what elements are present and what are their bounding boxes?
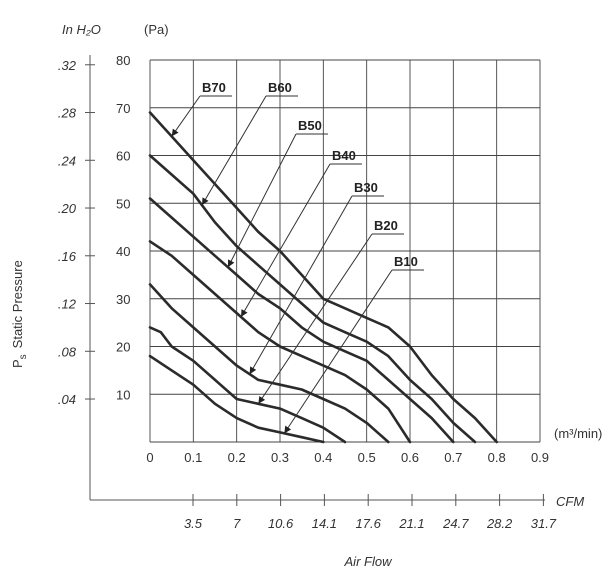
y-tick-label: 50 (116, 196, 130, 211)
alt-y-tick-label: .28 (58, 106, 77, 121)
label-leader-line (249, 195, 353, 375)
y-tick-label: 40 (116, 244, 130, 259)
label-leader-line (283, 269, 393, 434)
y-axis-title-text: Static Pressure (10, 260, 25, 348)
alt-x-tick-label: 7 (233, 516, 241, 531)
alt-x-tick-label: 21.1 (398, 516, 424, 531)
alt-x-tick-label: 3.5 (184, 516, 203, 531)
alt-y-tick-label: .08 (58, 344, 77, 359)
x-tick-label: 0.6 (401, 450, 419, 465)
x-tick-label: 0.5 (358, 450, 376, 465)
x-tick-label: 0.1 (184, 450, 202, 465)
label-leader-line (240, 163, 331, 318)
series-line-b20 (148, 326, 347, 444)
series-label-b40: B40 (332, 148, 356, 163)
label-arrowhead (241, 309, 248, 317)
alt-y-tick-label: .04 (58, 392, 76, 407)
x-tick-label: 0.9 (531, 450, 549, 465)
x-tick-label: 0 (146, 450, 153, 465)
series-line-b60 (148, 154, 477, 444)
x-axis-title: Air Flow (344, 554, 394, 569)
alt-y-tick-label: .16 (58, 249, 77, 264)
label-arrowhead (258, 396, 266, 404)
y-axis-title-symbol: P (10, 359, 25, 368)
series-line-b40 (148, 240, 412, 444)
alt-y-axis-label: In H₂O (62, 22, 101, 37)
y-tick-label: 20 (116, 340, 130, 355)
x-tick-label: 0.8 (488, 450, 506, 465)
alt-y-tick-label: .24 (58, 153, 76, 168)
y-axis-title: Ps Static Pressure (10, 260, 29, 368)
label-arrowhead (202, 197, 209, 206)
alt-x-tick-label: 24.7 (442, 516, 469, 531)
alt-x-ticks: 3.5 7 10.6 14.1 17.6 21.1 24.7 28.2 31.7 (184, 494, 557, 531)
y-tick-label: 60 (116, 149, 130, 164)
y-axis-units-label: (Pa) (144, 22, 169, 37)
alt-y-tick-label: .12 (58, 297, 77, 312)
alt-x-axis-label: CFM (556, 494, 584, 509)
label-leader-line (227, 133, 297, 268)
series-line-b70 (148, 111, 498, 444)
alt-y-ticks: .04 .08 .12 .16 .20 .24 .28 .32 (58, 58, 95, 407)
series-labels: B70 B60 B50 B40 B30 B20 B10 (171, 80, 424, 434)
x-ticks: 0 0.1 0.2 0.3 0.4 0.5 0.6 0.7 0.8 0.9 (146, 450, 549, 465)
y-ticks: 10 20 30 40 50 60 70 80 (116, 53, 130, 402)
y-tick-label: 80 (116, 53, 130, 68)
label-arrowhead (284, 425, 292, 434)
x-tick-label: 0.2 (228, 450, 246, 465)
x-axis-units-label: (m³/min) (554, 426, 602, 441)
alt-y-tick-label: .20 (58, 201, 77, 216)
alt-x-tick-label: 17.6 (356, 516, 382, 531)
alt-y-tick-label: .32 (58, 58, 77, 73)
alt-x-tick-label: 10.6 (268, 516, 294, 531)
label-leader-line (257, 233, 373, 405)
x-tick-label: 0.7 (444, 450, 462, 465)
label-arrowhead (249, 366, 257, 375)
alt-x-tick-label: 31.7 (531, 516, 557, 531)
alt-x-tick-label: 14.1 (312, 516, 337, 531)
series-label-b70: B70 (202, 80, 226, 95)
series-label-b60: B60 (268, 80, 292, 95)
series-line-b10 (148, 354, 325, 444)
y-tick-label: 70 (116, 101, 130, 116)
series-line-b30 (148, 283, 390, 444)
x-tick-label: 0.3 (271, 450, 289, 465)
svg-text:PsStatic Pressure: Ps Static Pressure (10, 260, 29, 368)
series-line-b50 (148, 197, 455, 444)
series-label-b50: B50 (298, 118, 322, 133)
series-label-b20: B20 (374, 218, 398, 233)
series-label-b30: B30 (354, 180, 378, 195)
alt-x-tick-label: 28.2 (486, 516, 513, 531)
y-tick-label: 10 (116, 387, 130, 402)
y-tick-label: 30 (116, 292, 130, 307)
label-leader-line (201, 95, 267, 206)
label-arrowhead (228, 259, 235, 268)
series-lines (148, 111, 498, 444)
series-label-b10: B10 (394, 254, 418, 269)
y-axis-title-subscript: s (18, 354, 29, 359)
label-arrowhead (171, 128, 179, 137)
x-tick-label: 0.4 (314, 450, 332, 465)
label-leader-line (171, 95, 201, 137)
